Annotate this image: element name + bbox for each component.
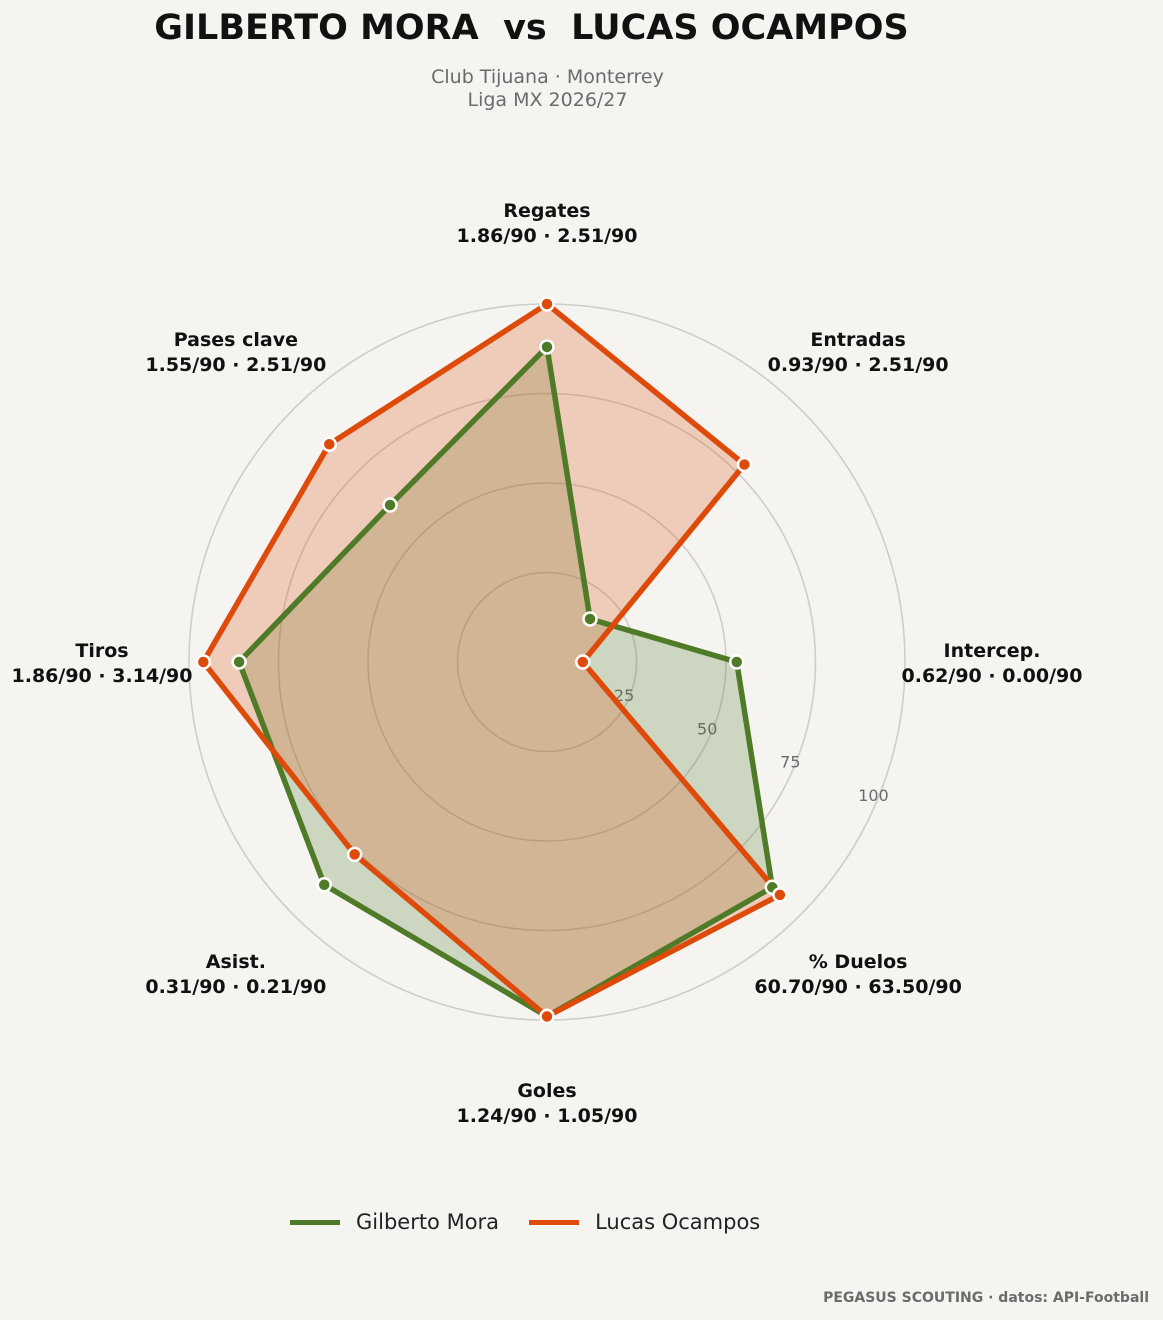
data-point-series-1 [316, 877, 332, 893]
axis-label: Intercep. [944, 640, 1041, 662]
grid-circle-25 [456, 571, 638, 753]
legend-item-series-1: Gilberto Mora [290, 1210, 499, 1234]
axis-values-label: 0.62/90 · 0.00/90 [902, 665, 1083, 687]
axis-values-label: 60.70/90 · 63.50/90 [754, 976, 961, 998]
radial-tick-label: 50 [697, 719, 717, 738]
data-point-series-2 [575, 654, 591, 670]
axis-values-label: 1.86/90 · 2.51/90 [457, 225, 638, 247]
legend-label-series-1: Gilberto Mora [356, 1210, 500, 1234]
chart-subtitle-league: Liga MX 2026/27 [467, 89, 628, 111]
axis-label: Asist. [206, 951, 266, 973]
radial-tick-label: 25 [614, 686, 634, 705]
axis-label: Regates [503, 200, 590, 222]
footer-credit: PEGASUS SCOUTING · datos: API-Football [823, 1290, 1149, 1306]
data-point-series-1 [539, 339, 555, 355]
data-point-series-2 [772, 887, 788, 903]
data-point-series-1 [728, 654, 745, 670]
axis-label: % Duelos [809, 951, 908, 973]
series-area-2 [203, 304, 780, 1017]
data-point-series-2 [195, 654, 212, 670]
data-point-series-2 [539, 296, 555, 312]
axis-label: Entradas [810, 329, 906, 351]
data-point-series-2 [539, 1008, 555, 1025]
data-point-series-2 [736, 456, 753, 473]
data-point-series-1 [582, 611, 598, 627]
data-point-series-2 [321, 436, 338, 453]
data-point-series-2 [346, 846, 363, 863]
series-area-1 [239, 346, 773, 1017]
legend-swatch-series-2 [529, 1219, 580, 1225]
axis-values-label: 1.86/90 · 3.14/90 [12, 665, 193, 687]
data-point-series-1 [382, 497, 398, 513]
radial-tick-label: 75 [780, 753, 800, 772]
legend-item-series-2: Lucas Ocampos [529, 1210, 760, 1234]
chart-title: GILBERTO MORA vs LUCAS OCAMPOS [154, 8, 909, 48]
legend-swatch-series-1 [290, 1219, 340, 1225]
grid-circle-75 [277, 392, 817, 932]
chart-legend: Gilberto Mora Lucas Ocampos [290, 1210, 790, 1234]
axis-label: Pases clave [174, 329, 298, 351]
axis-values-label: 0.31/90 · 0.21/90 [145, 976, 326, 998]
grid-circle-50 [367, 482, 727, 842]
legend-label-series-2: Lucas Ocampos [595, 1210, 761, 1234]
axis-values-label: 1.24/90 · 1.05/90 [457, 1105, 638, 1127]
axis-values-label: 0.93/90 · 2.51/90 [768, 354, 949, 376]
axis-values-label: 1.55/90 · 2.51/90 [145, 354, 326, 376]
radial-tick-label: 100 [858, 786, 889, 805]
chart-subtitle-teams: Club Tijuana · Monterrey [431, 66, 664, 88]
axis-label: Goles [517, 1080, 576, 1102]
axis-label: Tiros [75, 640, 128, 662]
data-point-series-1 [231, 654, 247, 670]
